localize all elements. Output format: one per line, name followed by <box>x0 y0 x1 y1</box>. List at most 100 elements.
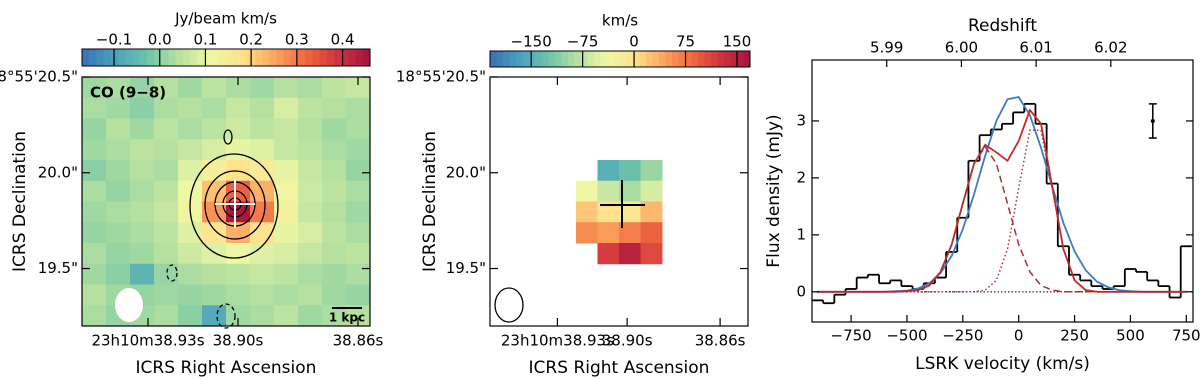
colorbar-swatch <box>110 49 119 66</box>
colorbar-swatch <box>548 51 556 67</box>
beam <box>494 287 524 323</box>
map-pixel <box>322 118 347 140</box>
x-axis-label: LSRK velocity (km/s) <box>915 354 1090 374</box>
y-tick-label: 2 <box>796 168 806 186</box>
map-pixel <box>250 201 275 223</box>
map-pixel <box>202 222 227 244</box>
colorbar-swatch <box>730 51 738 67</box>
map-pixel <box>597 243 620 265</box>
map-pixel <box>250 263 275 285</box>
map-pixel <box>250 139 275 161</box>
map-pixel <box>82 284 107 306</box>
map-pixel <box>82 305 107 327</box>
beam <box>115 288 143 322</box>
map-pixel <box>274 284 299 306</box>
map-pixel <box>202 77 227 99</box>
colorbar-swatch <box>240 49 249 66</box>
map-pixel <box>178 180 203 202</box>
map-pixel <box>274 77 299 99</box>
map-pixel <box>154 77 179 99</box>
map-pixel <box>322 180 347 202</box>
colorbar-swatch <box>587 51 595 67</box>
y-tick-label: 18°55'20.5" <box>0 68 78 86</box>
map-pixel <box>298 284 323 306</box>
colorbar-swatch <box>503 51 510 67</box>
colorbar-swatch <box>672 51 679 67</box>
map-pixel <box>106 201 131 223</box>
colorbar-swatch <box>496 51 504 67</box>
map-pixel <box>154 222 179 244</box>
colorbar-swatch <box>639 51 647 67</box>
map-pixel <box>250 243 275 265</box>
map-pixel <box>640 180 663 202</box>
colorbar-swatch <box>678 51 686 67</box>
colorbar-swatch <box>348 49 357 66</box>
colorbar-swatch <box>724 51 731 67</box>
map-pixel <box>154 180 179 202</box>
colorbar-swatch <box>290 49 299 66</box>
x2-tick-label: 6.02 <box>1094 39 1127 57</box>
x-tick-label: 38.86s <box>695 332 746 350</box>
colorbar-swatch <box>711 51 718 67</box>
map-pixel <box>226 305 251 327</box>
map-pixel <box>619 180 641 202</box>
colorbar-swatch <box>146 49 155 66</box>
map-cells <box>82 77 663 327</box>
colorbar-swatch <box>175 49 184 66</box>
y-tick-label: 18°55'20.5" <box>396 68 486 86</box>
colorbar-swatch <box>561 51 569 67</box>
x2-axis-label: Redshift <box>968 16 1037 36</box>
map-pixel <box>202 263 227 285</box>
map-pixel <box>322 305 347 327</box>
colorbar-tick-label: 0.0 <box>148 31 172 49</box>
colorbar-tick-label: −0.1 <box>96 31 132 49</box>
map-pixel <box>576 201 598 223</box>
map-pixel <box>346 201 371 223</box>
map-pixel <box>202 97 227 119</box>
colorbar-tick-label: 75 <box>676 33 695 51</box>
map-pixel <box>640 243 663 265</box>
map-pixel <box>346 305 371 327</box>
map-pixel <box>274 118 299 140</box>
colorbar-frame <box>81 48 371 67</box>
colorbar-swatch <box>698 51 705 67</box>
map-pixel <box>130 97 155 119</box>
colorbar-tick-label: 0.3 <box>285 31 309 49</box>
map-pixel <box>106 263 131 285</box>
plot-frame <box>489 76 749 327</box>
y-tick-label: 19.5" <box>446 259 486 277</box>
colorbar-swatch <box>139 49 148 66</box>
colorbar-swatch <box>717 51 725 67</box>
map-pixel <box>250 305 275 327</box>
colorbar-swatch <box>305 49 313 66</box>
y-tick-label: 20.0" <box>38 163 78 181</box>
contour <box>216 303 236 329</box>
plot-area <box>812 95 1193 305</box>
map-pixel <box>226 284 251 306</box>
colorbar-swatch <box>620 51 627 67</box>
colorbar-swatch <box>542 51 549 67</box>
colorbar-swatch <box>665 51 673 67</box>
map-pixel <box>178 305 203 327</box>
colorbar-swatch <box>568 51 575 67</box>
map-pixel <box>226 118 251 140</box>
colorbar-swatch <box>132 49 141 66</box>
map-pixel <box>154 243 179 265</box>
map-pixel <box>322 263 347 285</box>
scale-bar-label: 1 kpc <box>329 311 365 325</box>
y-axis-label: ICRS Declination <box>420 131 440 272</box>
colorbar-swatch <box>646 51 653 67</box>
y-tick-label: 20.0" <box>446 163 486 181</box>
map-pixel <box>322 160 347 182</box>
map-pixel <box>154 118 179 140</box>
x-tick-label: 0 <box>1014 327 1024 345</box>
colorbar-swatch <box>516 51 523 67</box>
map-pixel <box>154 305 179 327</box>
colorbar-tick-label: 0.1 <box>193 31 217 49</box>
colorbar-swatch <box>555 51 562 67</box>
map-pixel <box>178 139 203 161</box>
map-pixel <box>250 118 275 140</box>
contour <box>204 170 266 240</box>
map-pixel <box>202 305 227 327</box>
map-pixel <box>82 201 107 223</box>
